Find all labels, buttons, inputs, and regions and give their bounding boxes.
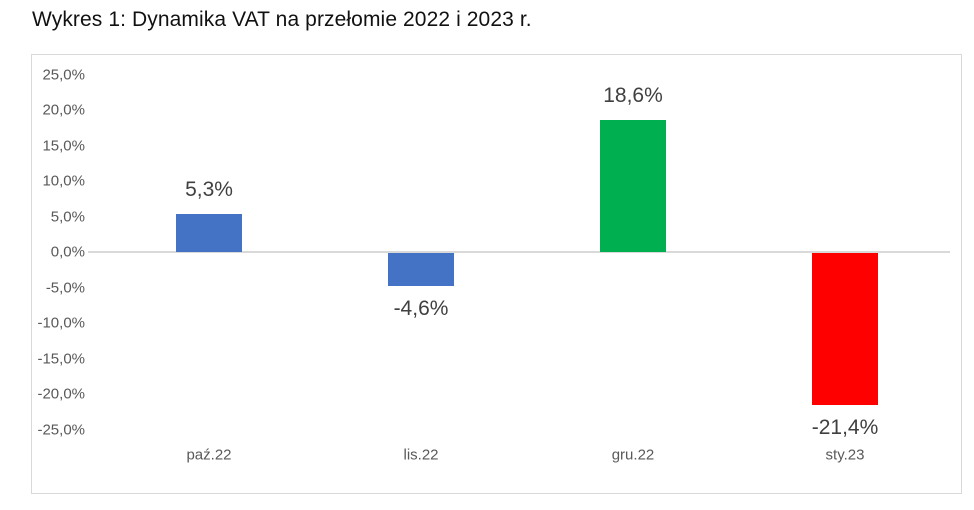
data-label: 5,3%: [185, 178, 233, 202]
y-tick-label: 20,0%: [42, 101, 85, 119]
chart-title: Wykres 1: Dynamika VAT na przełomie 2022…: [32, 8, 532, 31]
x-category-label: gru.22: [611, 446, 655, 464]
data-label: -21,4%: [811, 415, 879, 439]
x-category-label: sty.23: [825, 446, 865, 464]
y-tick-label: 10,0%: [42, 172, 85, 190]
y-tick-label: -25,0%: [37, 421, 85, 438]
bar-sty-23[interactable]: [812, 253, 878, 405]
y-tick-label: -10,0%: [37, 314, 85, 332]
bar-pa--22[interactable]: [176, 214, 242, 252]
y-tick-label: 5,0%: [50, 208, 85, 225]
x-category-label: lis.22: [403, 446, 439, 464]
data-label: 18,6%: [603, 83, 663, 107]
y-tick-label: -20,0%: [37, 385, 85, 403]
y-tick-label: -5,0%: [45, 279, 85, 296]
zero-baseline: [88, 251, 950, 253]
y-tick-label: 15,0%: [42, 137, 85, 154]
bar-gru-22[interactable]: [600, 119, 666, 252]
data-label: -4,6%: [393, 296, 449, 320]
x-category-label: paź.22: [186, 446, 232, 464]
chart-frame: [31, 54, 962, 494]
bar-lis-22[interactable]: [388, 253, 454, 286]
y-tick-label: 25,0%: [42, 66, 85, 83]
y-tick-label: 0,0%: [50, 243, 85, 261]
y-tick-label: -15,0%: [37, 350, 85, 367]
